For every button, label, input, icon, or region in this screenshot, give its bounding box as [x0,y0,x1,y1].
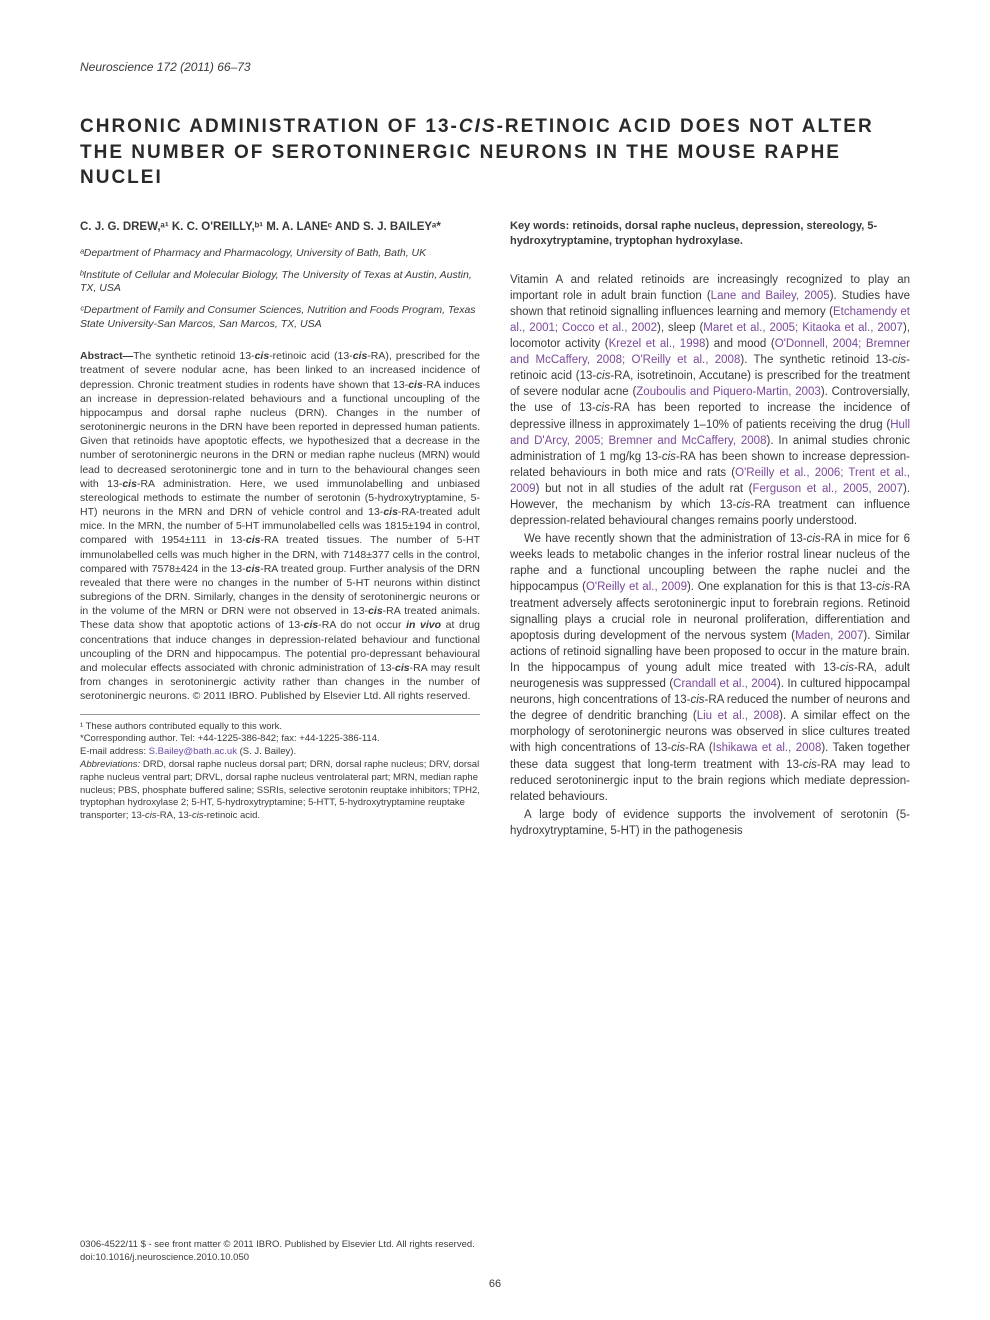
footnote-email: E-mail address: S.Bailey@bath.ac.uk (S. … [80,746,480,759]
journal-citation: Neuroscience 172 (2011) 66–73 [80,60,910,74]
citation-link[interactable]: Krezel et al., 1998 [609,338,706,350]
introduction-text: Vitamin A and related retinoids are incr… [510,272,910,839]
journal-issue: 172 (2011) 66–73 [157,60,251,74]
affiliation-b: ᵇInstitute of Cellular and Molecular Bio… [80,269,480,296]
affiliation-c: ᶜDepartment of Family and Consumer Scien… [80,304,480,331]
email-link[interactable]: S.Bailey@bath.ac.uk [149,746,237,757]
citation-link[interactable]: Maden, 2007 [795,630,863,642]
intro-para-3: A large body of evidence supports the in… [510,807,910,839]
footnote-equal-contrib: ¹ These authors contributed equally to t… [80,721,480,734]
copyright-line: 0306-4522/11 $ - see front matter © 2011… [80,1239,910,1252]
footnote-corresponding: *Corresponding author. Tel: +44-1225-386… [80,733,480,746]
abstract: Abstract—The synthetic retinoid 13-cis-r… [80,349,480,703]
citation-link[interactable]: O'Reilly et al., 2009 [586,581,687,593]
doi-line: doi:10.1016/j.neuroscience.2010.10.050 [80,1252,910,1265]
citation-link[interactable]: Maret et al., 2005; Kitaoka et al., 2007 [703,322,903,334]
abstract-label: Abstract— [80,350,133,362]
author-list: C. J. G. DREW,ᵃ¹ K. C. O'REILLY,ᵇ¹ M. A.… [80,219,480,235]
citation-link[interactable]: Lane and Bailey, 2005 [711,290,830,302]
citation-link[interactable]: Ferguson et al., 2005, 2007 [753,483,903,495]
footnotes: ¹ These authors contributed equally to t… [80,714,480,824]
two-column-body: C. J. G. DREW,ᵃ¹ K. C. O'REILLY,ᵇ¹ M. A.… [80,219,910,841]
intro-para-2: We have recently shown that the administ… [510,531,910,805]
citation-link[interactable]: Liu et al., 2008 [697,710,779,722]
article-title: CHRONIC ADMINISTRATION OF 13-CIS-RETINOI… [80,114,910,191]
citation-link[interactable]: Zouboulis and Piquero-Martin, 2003 [636,386,821,398]
citation-link[interactable]: Ishikawa et al., 2008 [713,742,822,754]
journal-name: Neuroscience [80,60,153,74]
left-column: C. J. G. DREW,ᵃ¹ K. C. O'REILLY,ᵇ¹ M. A.… [80,219,480,841]
footnote-abbreviations: Abbreviations: DRD, dorsal raphe nucleus… [80,759,480,823]
page-number: 66 [0,1278,990,1290]
affiliation-a: ᵃDepartment of Pharmacy and Pharmacology… [80,247,480,261]
intro-para-1: Vitamin A and related retinoids are incr… [510,272,910,530]
citation-link[interactable]: Crandall et al., 2004 [673,678,777,690]
keywords: Key words: retinoids, dorsal raphe nucle… [510,219,910,250]
right-column: Key words: retinoids, dorsal raphe nucle… [510,219,910,841]
copyright-doi: 0306-4522/11 $ - see front matter © 2011… [80,1239,910,1265]
